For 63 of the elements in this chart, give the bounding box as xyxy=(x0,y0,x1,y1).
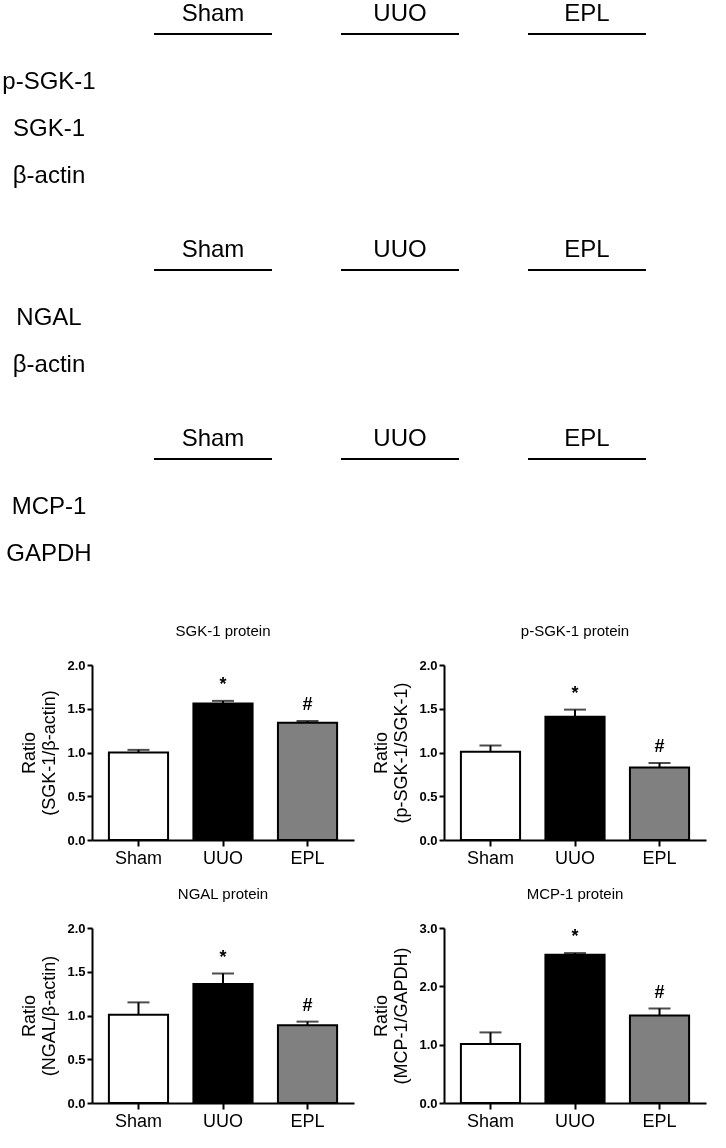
category-label: EPL xyxy=(564,0,610,26)
y-axis-title: Ratio (SGK-1/β-actin) xyxy=(19,690,60,816)
x-tick-label: UUO xyxy=(555,847,595,868)
x-tick-label: Sham xyxy=(466,847,514,868)
y-tick-label: 0.0 xyxy=(67,1095,86,1111)
y-tick-label: 2.0 xyxy=(419,657,438,673)
x-tick-label: EPL xyxy=(290,1110,325,1131)
y-tick-label: 3.0 xyxy=(419,920,438,936)
category-label: GAPDH xyxy=(6,539,92,566)
annotation: * xyxy=(219,673,227,694)
category-label: UUO xyxy=(373,424,427,451)
category-label: MCP-1 xyxy=(11,492,87,519)
y-tick-label: 1.0 xyxy=(67,1008,86,1023)
y-tick-label: 1.0 xyxy=(67,745,86,760)
chart-title: SGK-1 protein xyxy=(175,622,271,639)
y-tick-label: 0.0 xyxy=(67,832,86,848)
y-tick-label: 2.0 xyxy=(67,920,86,936)
y-tick-label: 0.0 xyxy=(419,832,438,848)
y-axis-title: Ratio (NGAL/β-actin) xyxy=(19,955,60,1077)
annotation: # xyxy=(302,994,313,1015)
x-tick-label: UUO xyxy=(555,1110,595,1131)
x-tick-label: EPL xyxy=(642,847,677,868)
category-label: β-actin xyxy=(12,161,86,188)
category-label: EPL xyxy=(564,235,610,262)
x-tick-label: UUO xyxy=(203,847,243,868)
category-label: p-SGK-1 xyxy=(2,67,96,94)
y-tick-label: 0.5 xyxy=(67,788,86,804)
y-tick-label: 1.5 xyxy=(419,701,438,717)
annotation: # xyxy=(654,981,665,1002)
category-label: Sham xyxy=(181,235,245,262)
category-label: Sham xyxy=(181,424,245,451)
category-label: Sham xyxy=(181,0,245,26)
y-tick-label: 0.0 xyxy=(419,1095,438,1111)
annotation: * xyxy=(571,682,579,703)
y-tick-label: 2.0 xyxy=(67,657,86,673)
x-tick-label: Sham xyxy=(114,1110,162,1131)
y-tick-label: 0.5 xyxy=(67,1051,86,1067)
y-tick-label: 2.0 xyxy=(419,978,438,994)
annotation: # xyxy=(302,694,313,714)
x-tick-label: Sham xyxy=(114,847,162,868)
chart-title: MCP-1 protein xyxy=(526,885,624,902)
category-label: EPL xyxy=(564,424,610,451)
annotation: # xyxy=(654,736,665,756)
chart-title: NGAL protein xyxy=(177,885,269,902)
y-tick-label: 1.0 xyxy=(419,1037,438,1053)
category-label: NGAL xyxy=(16,303,82,330)
category-label: UUO xyxy=(373,0,427,26)
y-axis-title: Ratio (MCP-1/GAPDH) xyxy=(371,947,412,1085)
y-tick-label: 1.5 xyxy=(67,701,86,717)
y-tick-label: 1.5 xyxy=(67,964,86,980)
y-tick-label: 0.5 xyxy=(419,788,438,804)
x-tick-label: EPL xyxy=(642,1110,677,1131)
x-tick-label: EPL xyxy=(290,847,325,868)
x-tick-label: Sham xyxy=(466,1110,514,1131)
annotation: * xyxy=(571,926,579,947)
annotation: * xyxy=(219,946,227,967)
y-axis-title: Ratio (p-SGK-1/SGK-1) xyxy=(371,682,412,824)
category-label: UUO xyxy=(373,235,427,262)
chart-title: p-SGK-1 protein xyxy=(520,622,630,639)
x-tick-label: UUO xyxy=(203,1110,243,1131)
category-label: SGK-1 xyxy=(12,114,86,141)
category-label: β-actin xyxy=(12,350,86,377)
y-tick-label: 1.0 xyxy=(419,745,438,760)
